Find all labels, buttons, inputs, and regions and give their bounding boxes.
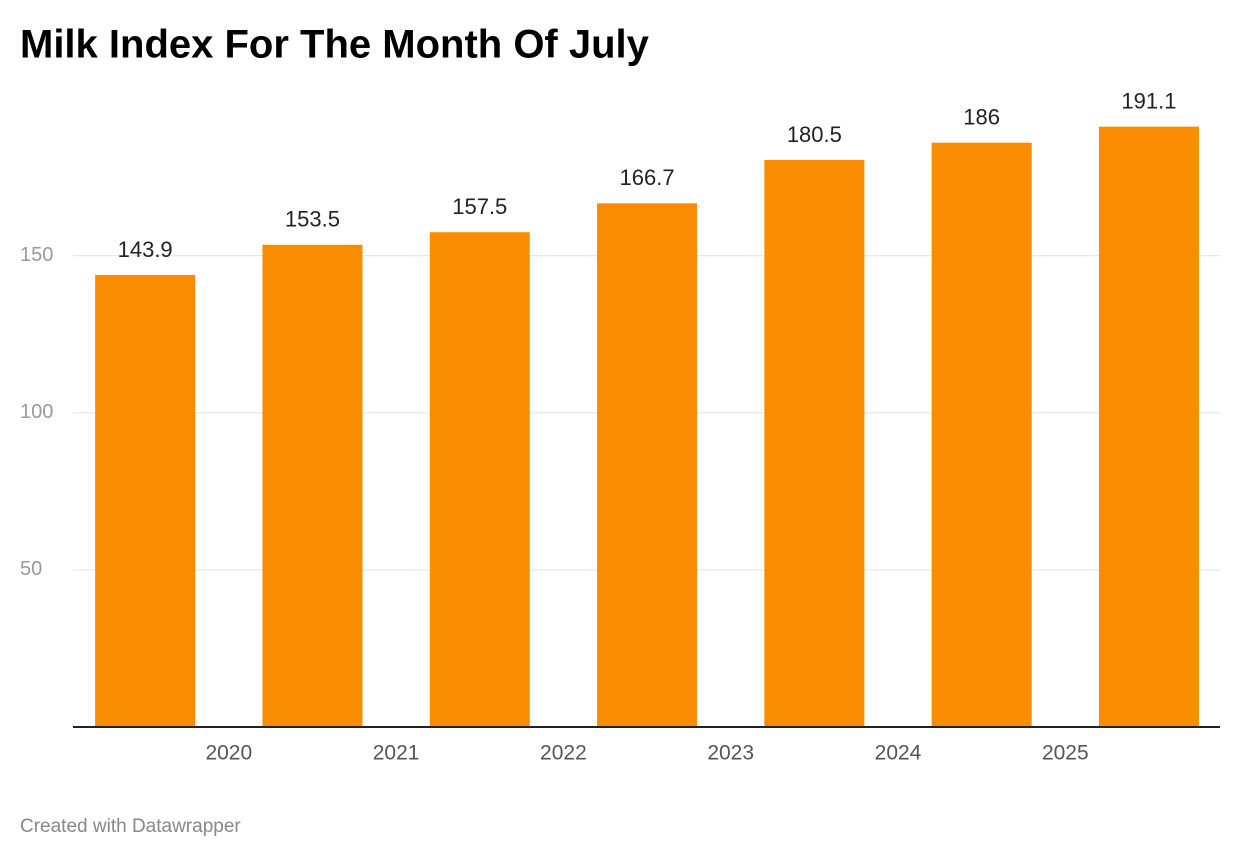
- y-tick-label: 100: [20, 401, 53, 423]
- value-label: 191.1: [1121, 88, 1176, 113]
- bar: [597, 203, 698, 727]
- chart-title: Milk Index For The Month Of July: [20, 23, 650, 67]
- x-tick-label: 2025: [1042, 742, 1089, 765]
- y-tick-label: 150: [20, 244, 53, 266]
- value-label: 157.5: [452, 194, 507, 219]
- value-label: 166.7: [620, 165, 675, 190]
- x-tick-label: 2022: [540, 742, 587, 765]
- bar: [1098, 126, 1199, 728]
- bar: [262, 244, 363, 727]
- value-label: 180.5: [787, 122, 842, 147]
- value-label: 143.9: [118, 237, 173, 262]
- x-tick-label: 2020: [205, 742, 252, 765]
- x-tick-label: 2021: [373, 742, 420, 765]
- x-tick-label: 2023: [707, 742, 754, 765]
- bar: [931, 142, 1032, 727]
- value-label: 186: [963, 105, 1000, 130]
- bar: [95, 274, 196, 727]
- footer: Created with Datawrapper: [20, 816, 241, 837]
- x-tick-label: 2024: [875, 742, 922, 765]
- value-label: 153.5: [285, 207, 340, 232]
- y-tick-label: 50: [20, 558, 42, 580]
- bar: [764, 159, 865, 728]
- bar: [429, 232, 530, 727]
